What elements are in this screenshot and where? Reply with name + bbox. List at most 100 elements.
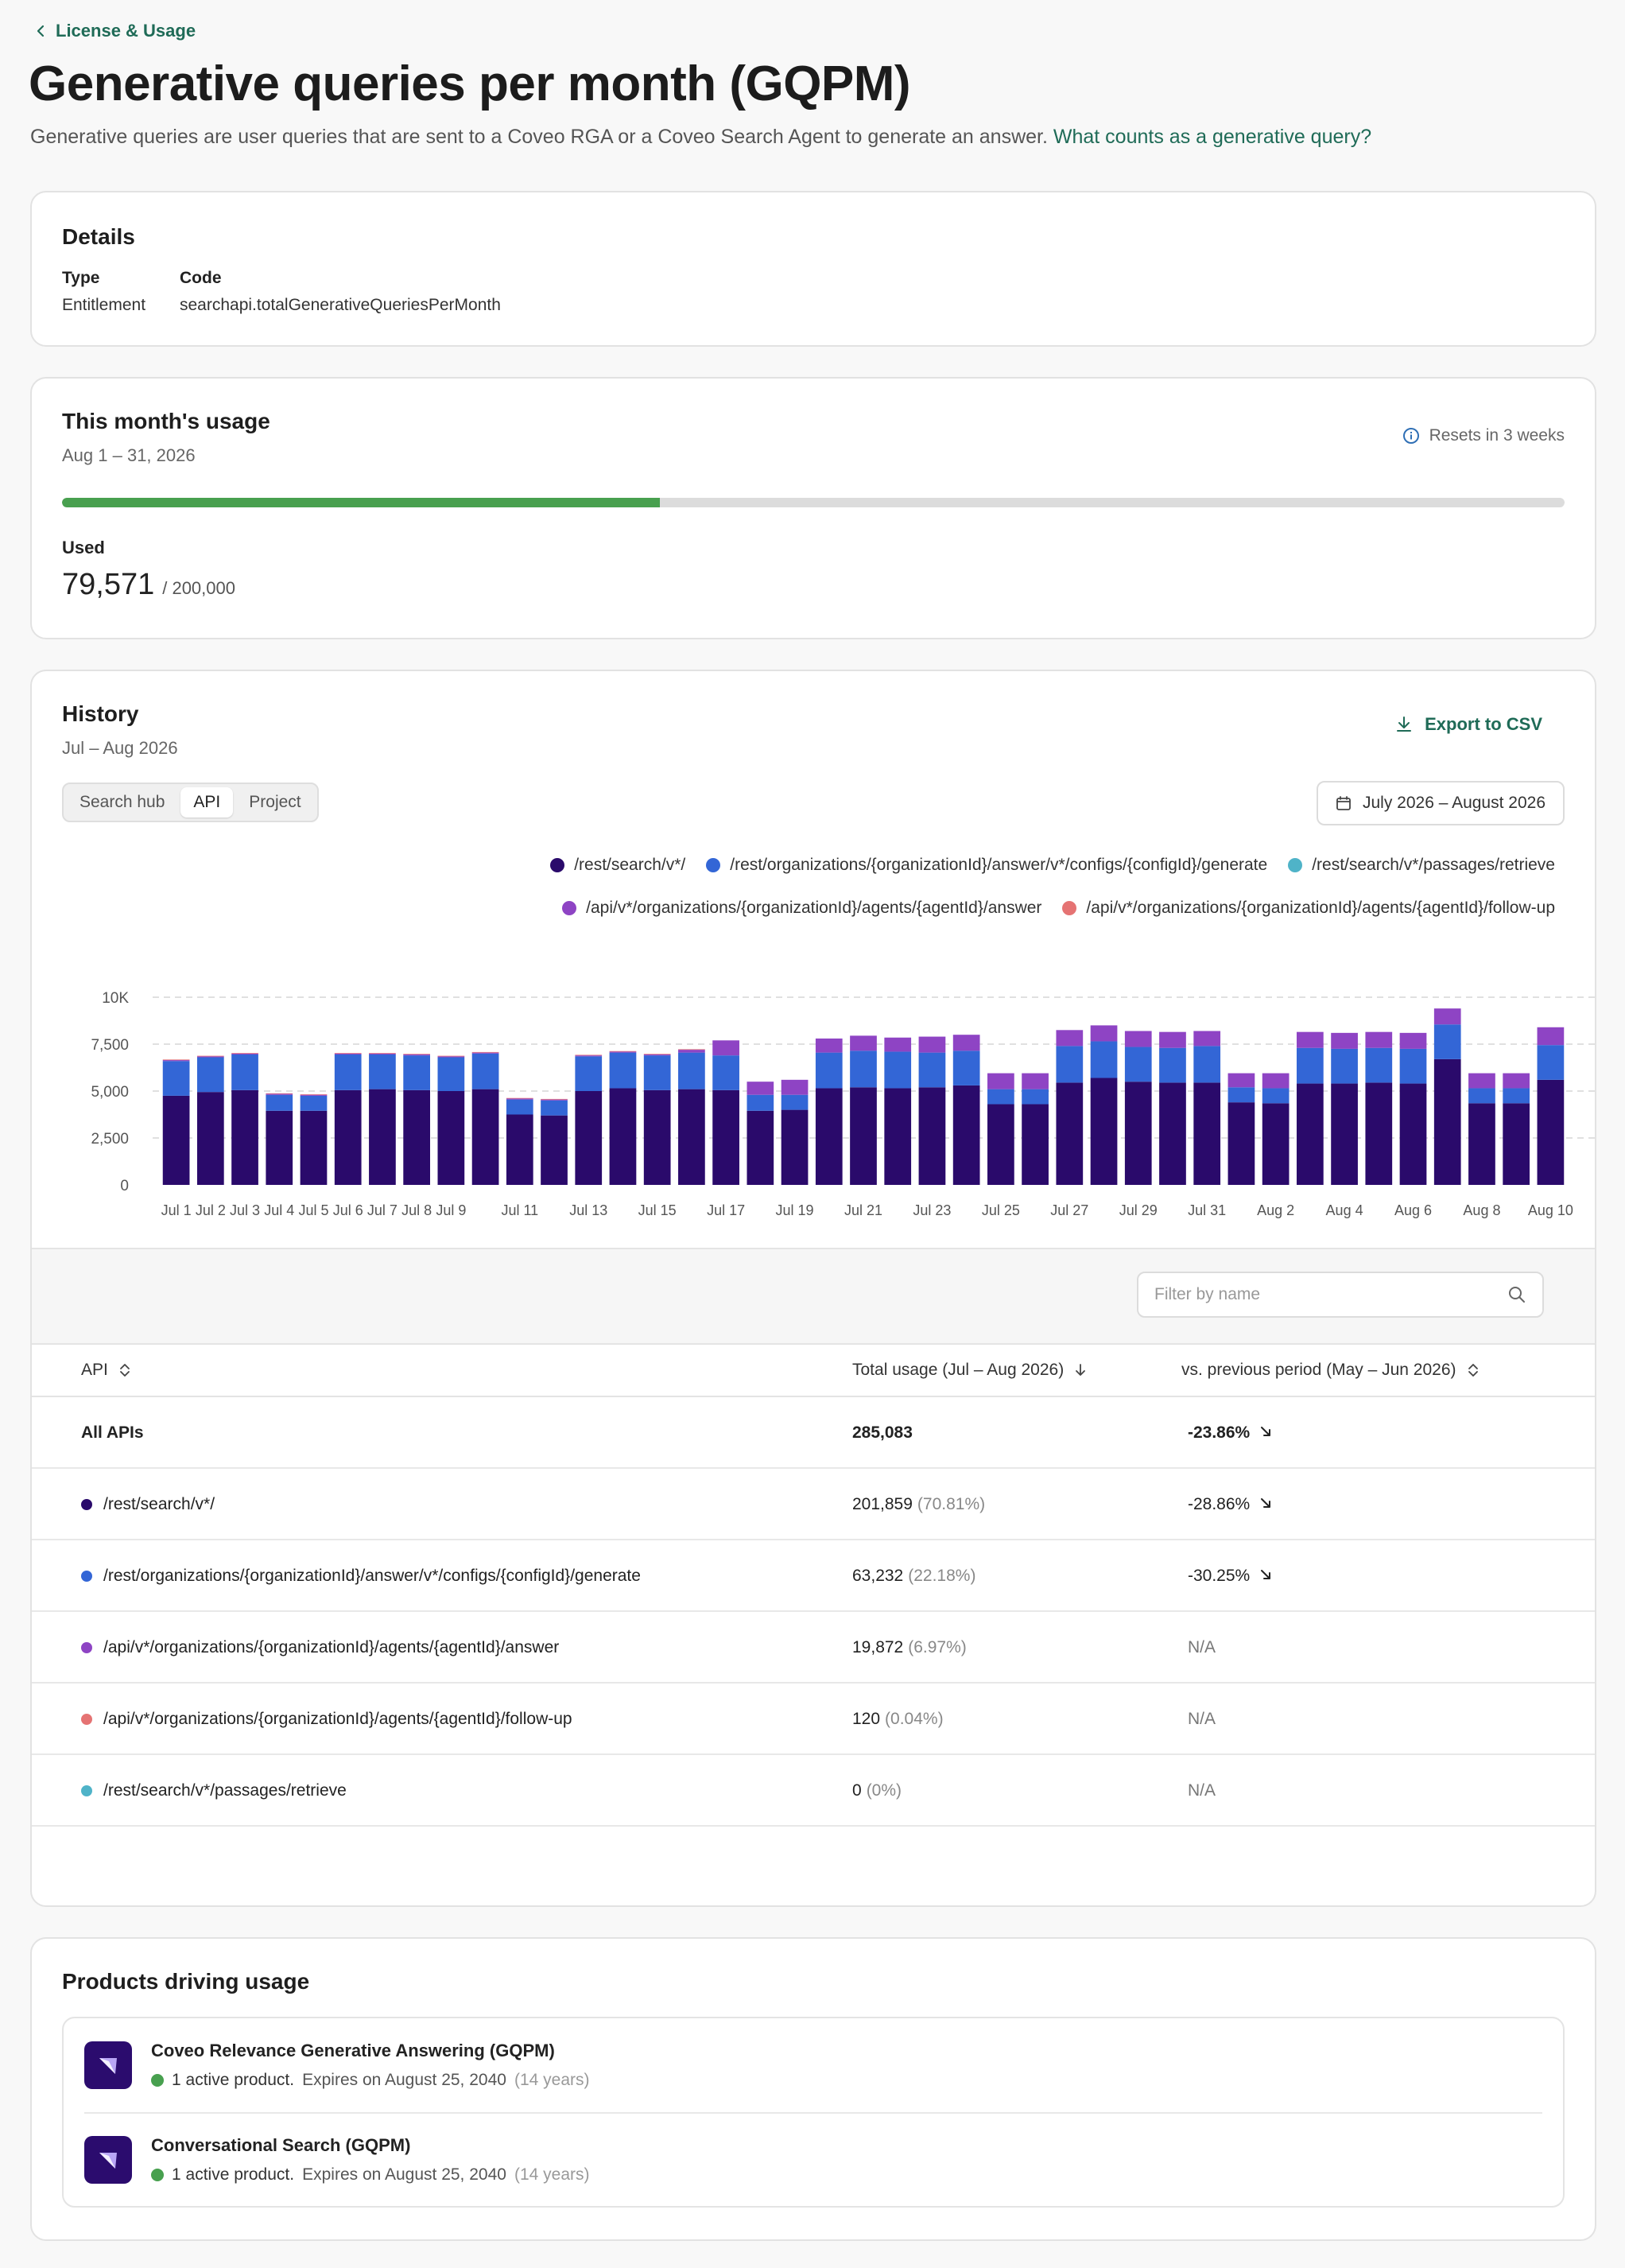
bar-segment <box>266 1093 293 1094</box>
bar-segment <box>1022 1073 1049 1089</box>
col-api-header[interactable]: API <box>81 1361 132 1380</box>
used-label: Used <box>62 538 105 557</box>
code-field: Code searchapi.totalGenerativeQueriesPer… <box>180 269 501 315</box>
table-toolbar <box>32 1248 1595 1345</box>
prev-change: -23.86% <box>1188 1423 1251 1442</box>
y-tick-label: 0 <box>120 1178 129 1194</box>
col-prev-header[interactable]: vs. previous period (May – Jun 2026) <box>1181 1361 1480 1380</box>
bar-segment <box>1537 1027 1565 1046</box>
bar-segment <box>196 1092 224 1185</box>
x-tick-label: Jul 11 <box>501 1202 538 1218</box>
expiry-text: Expires on August 25, 2040 <box>302 2071 506 2089</box>
bar-segment <box>1433 1058 1461 1185</box>
bar-segment <box>1468 1073 1495 1089</box>
bar-segment <box>471 1089 499 1185</box>
bar-segment <box>1399 1032 1427 1049</box>
help-link[interactable]: What counts as a generative query? <box>1053 126 1372 148</box>
legend-item[interactable]: /rest/search/v*/passages/retrieve <box>1288 856 1555 875</box>
api-name: All APIs <box>81 1423 144 1442</box>
table-row-all-apis: All APIs 285,083 -23.86% <box>32 1397 1595 1469</box>
bar-segment <box>575 1091 603 1185</box>
bar-segment <box>334 1089 362 1185</box>
bar-segment <box>678 1050 705 1053</box>
total-usage: 19,872 <box>852 1638 904 1656</box>
legend-item[interactable]: /api/v*/organizations/{organizationId}/a… <box>562 899 1041 918</box>
bar-segment <box>609 1052 637 1089</box>
x-tick-label: Jul 6 <box>333 1202 363 1218</box>
prev-change: N/A <box>1188 1710 1216 1728</box>
x-tick-label: Jul 9 <box>436 1202 466 1218</box>
bar-segment <box>712 1089 739 1185</box>
bar-segment <box>952 1085 980 1185</box>
bar-segment <box>952 1035 980 1051</box>
segment-project[interactable]: Project <box>249 793 301 811</box>
segment-search-hub[interactable]: Search hub <box>80 793 165 811</box>
cell-api: /rest/search/v*/ <box>81 1469 215 1540</box>
bar-segment <box>678 1049 705 1051</box>
export-csv-button[interactable]: Export to CSV <box>1394 714 1542 735</box>
y-tick-label: 7,500 <box>91 1037 129 1054</box>
back-link[interactable]: License & Usage <box>35 21 196 41</box>
legend-item[interactable]: /api/v*/organizations/{organizationId}/a… <box>1062 899 1555 918</box>
bar-segment <box>643 1054 671 1056</box>
bar-segment <box>541 1099 568 1101</box>
bar-segment <box>300 1095 328 1111</box>
bar-segment <box>506 1097 533 1099</box>
bar-segment <box>1468 1088 1495 1104</box>
legend-dot <box>706 858 721 872</box>
series-dot <box>81 1571 92 1582</box>
bar-segment <box>471 1052 499 1054</box>
table-row: /api/v*/organizations/{organizationId}/a… <box>32 1684 1595 1755</box>
product-status: 1 active product. Expires on August 25, … <box>151 2165 589 2185</box>
calendar-icon <box>1336 796 1351 810</box>
legend-item[interactable]: /rest/search/v*/ <box>550 856 685 875</box>
cell-api: /rest/search/v*/passages/retrieve <box>81 1755 347 1827</box>
bar-segment <box>712 1055 739 1090</box>
bar-segment <box>1503 1088 1530 1104</box>
prev-change: N/A <box>1188 1638 1216 1656</box>
bar-segment <box>266 1094 293 1111</box>
api-name: /api/v*/organizations/{organizationId}/a… <box>103 1710 572 1728</box>
bar-segment <box>747 1082 774 1095</box>
cell-api: /rest/organizations/{organizationId}/ans… <box>81 1540 641 1612</box>
prev-change: -28.86% <box>1188 1495 1251 1513</box>
type-field: Type Entitlement <box>62 269 145 315</box>
cell-total: 19,872 (6.97%) <box>852 1612 967 1684</box>
x-tick-label: Jul 1 <box>161 1202 192 1218</box>
bar-segment <box>1433 1024 1461 1059</box>
bar-segment <box>1262 1088 1290 1104</box>
series-dot <box>81 1714 92 1725</box>
filter-input[interactable] <box>1154 1285 1507 1304</box>
bar-segment <box>1331 1032 1358 1049</box>
prev-change: N/A <box>1188 1781 1216 1800</box>
segment-api[interactable]: API <box>180 787 234 817</box>
col-total-header[interactable]: Total usage (Jul – Aug 2026) <box>852 1361 1088 1380</box>
type-label: Type <box>62 269 100 287</box>
bar-segment <box>403 1055 431 1090</box>
cell-prev: N/A <box>1188 1684 1216 1755</box>
bar-segment <box>1193 1082 1221 1185</box>
usage-share: (0.04%) <box>885 1710 944 1728</box>
date-range-picker[interactable]: July 2026 – August 2026 <box>1316 781 1565 825</box>
bar-segment <box>196 1056 224 1058</box>
filter-box <box>1137 1272 1544 1318</box>
x-tick-label: Jul 5 <box>298 1202 328 1218</box>
x-tick-label: Aug 6 <box>1394 1202 1432 1218</box>
bar-segment <box>952 1051 980 1085</box>
code-label: Code <box>180 269 222 287</box>
legend-item[interactable]: /rest/organizations/{organizationId}/ans… <box>706 856 1267 875</box>
cell-total: 201,859 (70.81%) <box>852 1469 985 1540</box>
bar-segment <box>987 1089 1014 1105</box>
used-value: 79,571 / 200,000 <box>62 568 235 602</box>
series-dot <box>81 1785 92 1796</box>
bar-segment <box>1090 1025 1118 1042</box>
legend-dot <box>562 901 577 915</box>
bar-segment <box>747 1094 774 1111</box>
x-tick-label: Jul 31 <box>1188 1202 1226 1218</box>
bar-segment <box>266 1110 293 1185</box>
code-value: searchapi.totalGenerativeQueriesPerMonth <box>180 296 501 314</box>
usage-limit: / 200,000 <box>162 578 235 598</box>
x-tick-label: Jul 17 <box>707 1202 745 1218</box>
product-logo-icon <box>84 2136 132 2184</box>
